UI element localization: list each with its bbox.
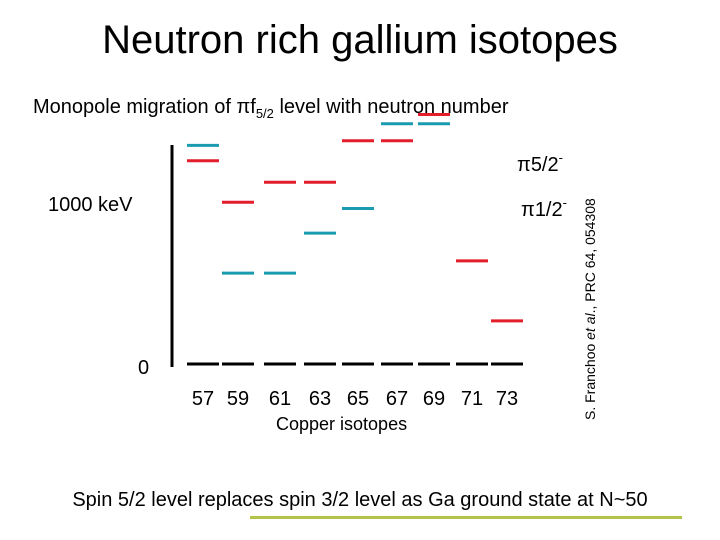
y-tick-label-1000: 1000 keV bbox=[48, 194, 133, 216]
x-tick-label-69: 69 bbox=[423, 388, 445, 410]
subtitle-prefix: Monopole migration of bbox=[33, 96, 237, 118]
footer-underline bbox=[250, 516, 682, 519]
x-tick-label-57: 57 bbox=[192, 388, 214, 410]
x-tick-label-65: 65 bbox=[347, 388, 369, 410]
page-title: Neutron rich gallium isotopes bbox=[102, 18, 618, 62]
footer-text: Spin 5/2 level replaces spin 3/2 level a… bbox=[72, 489, 648, 511]
subtitle-orbital: f bbox=[250, 96, 256, 118]
citation-prefix: S. Franchoo bbox=[582, 339, 598, 420]
series-label-p52: π5/2- bbox=[517, 150, 563, 176]
x-tick-label-59: 59 bbox=[227, 388, 249, 410]
subtitle-subscript: 5/2 bbox=[255, 106, 274, 121]
citation: S. Franchoo et al., PRC 64, 054308 bbox=[582, 198, 598, 420]
x-tick-label-61: 61 bbox=[269, 388, 291, 410]
citation-suffix: ., PRC 64, 054308 bbox=[582, 198, 598, 314]
y-tick-label-0: 0 bbox=[138, 357, 150, 379]
citation-italic: et al bbox=[582, 313, 598, 340]
x-axis-label: Copper isotopes bbox=[276, 414, 408, 434]
subtitle: Monopole migration of πf5/2 level with n… bbox=[33, 96, 508, 121]
x-tick-label-67: 67 bbox=[386, 388, 408, 410]
series-label-p12: π1/2- bbox=[521, 195, 567, 221]
x-tick-label-71: 71 bbox=[461, 388, 483, 410]
subtitle-pi-symbol: π bbox=[236, 96, 251, 118]
x-tick-label-73: 73 bbox=[496, 388, 518, 410]
x-tick-label-63: 63 bbox=[309, 388, 331, 410]
subtitle-suffix: level with neutron number bbox=[273, 96, 509, 118]
